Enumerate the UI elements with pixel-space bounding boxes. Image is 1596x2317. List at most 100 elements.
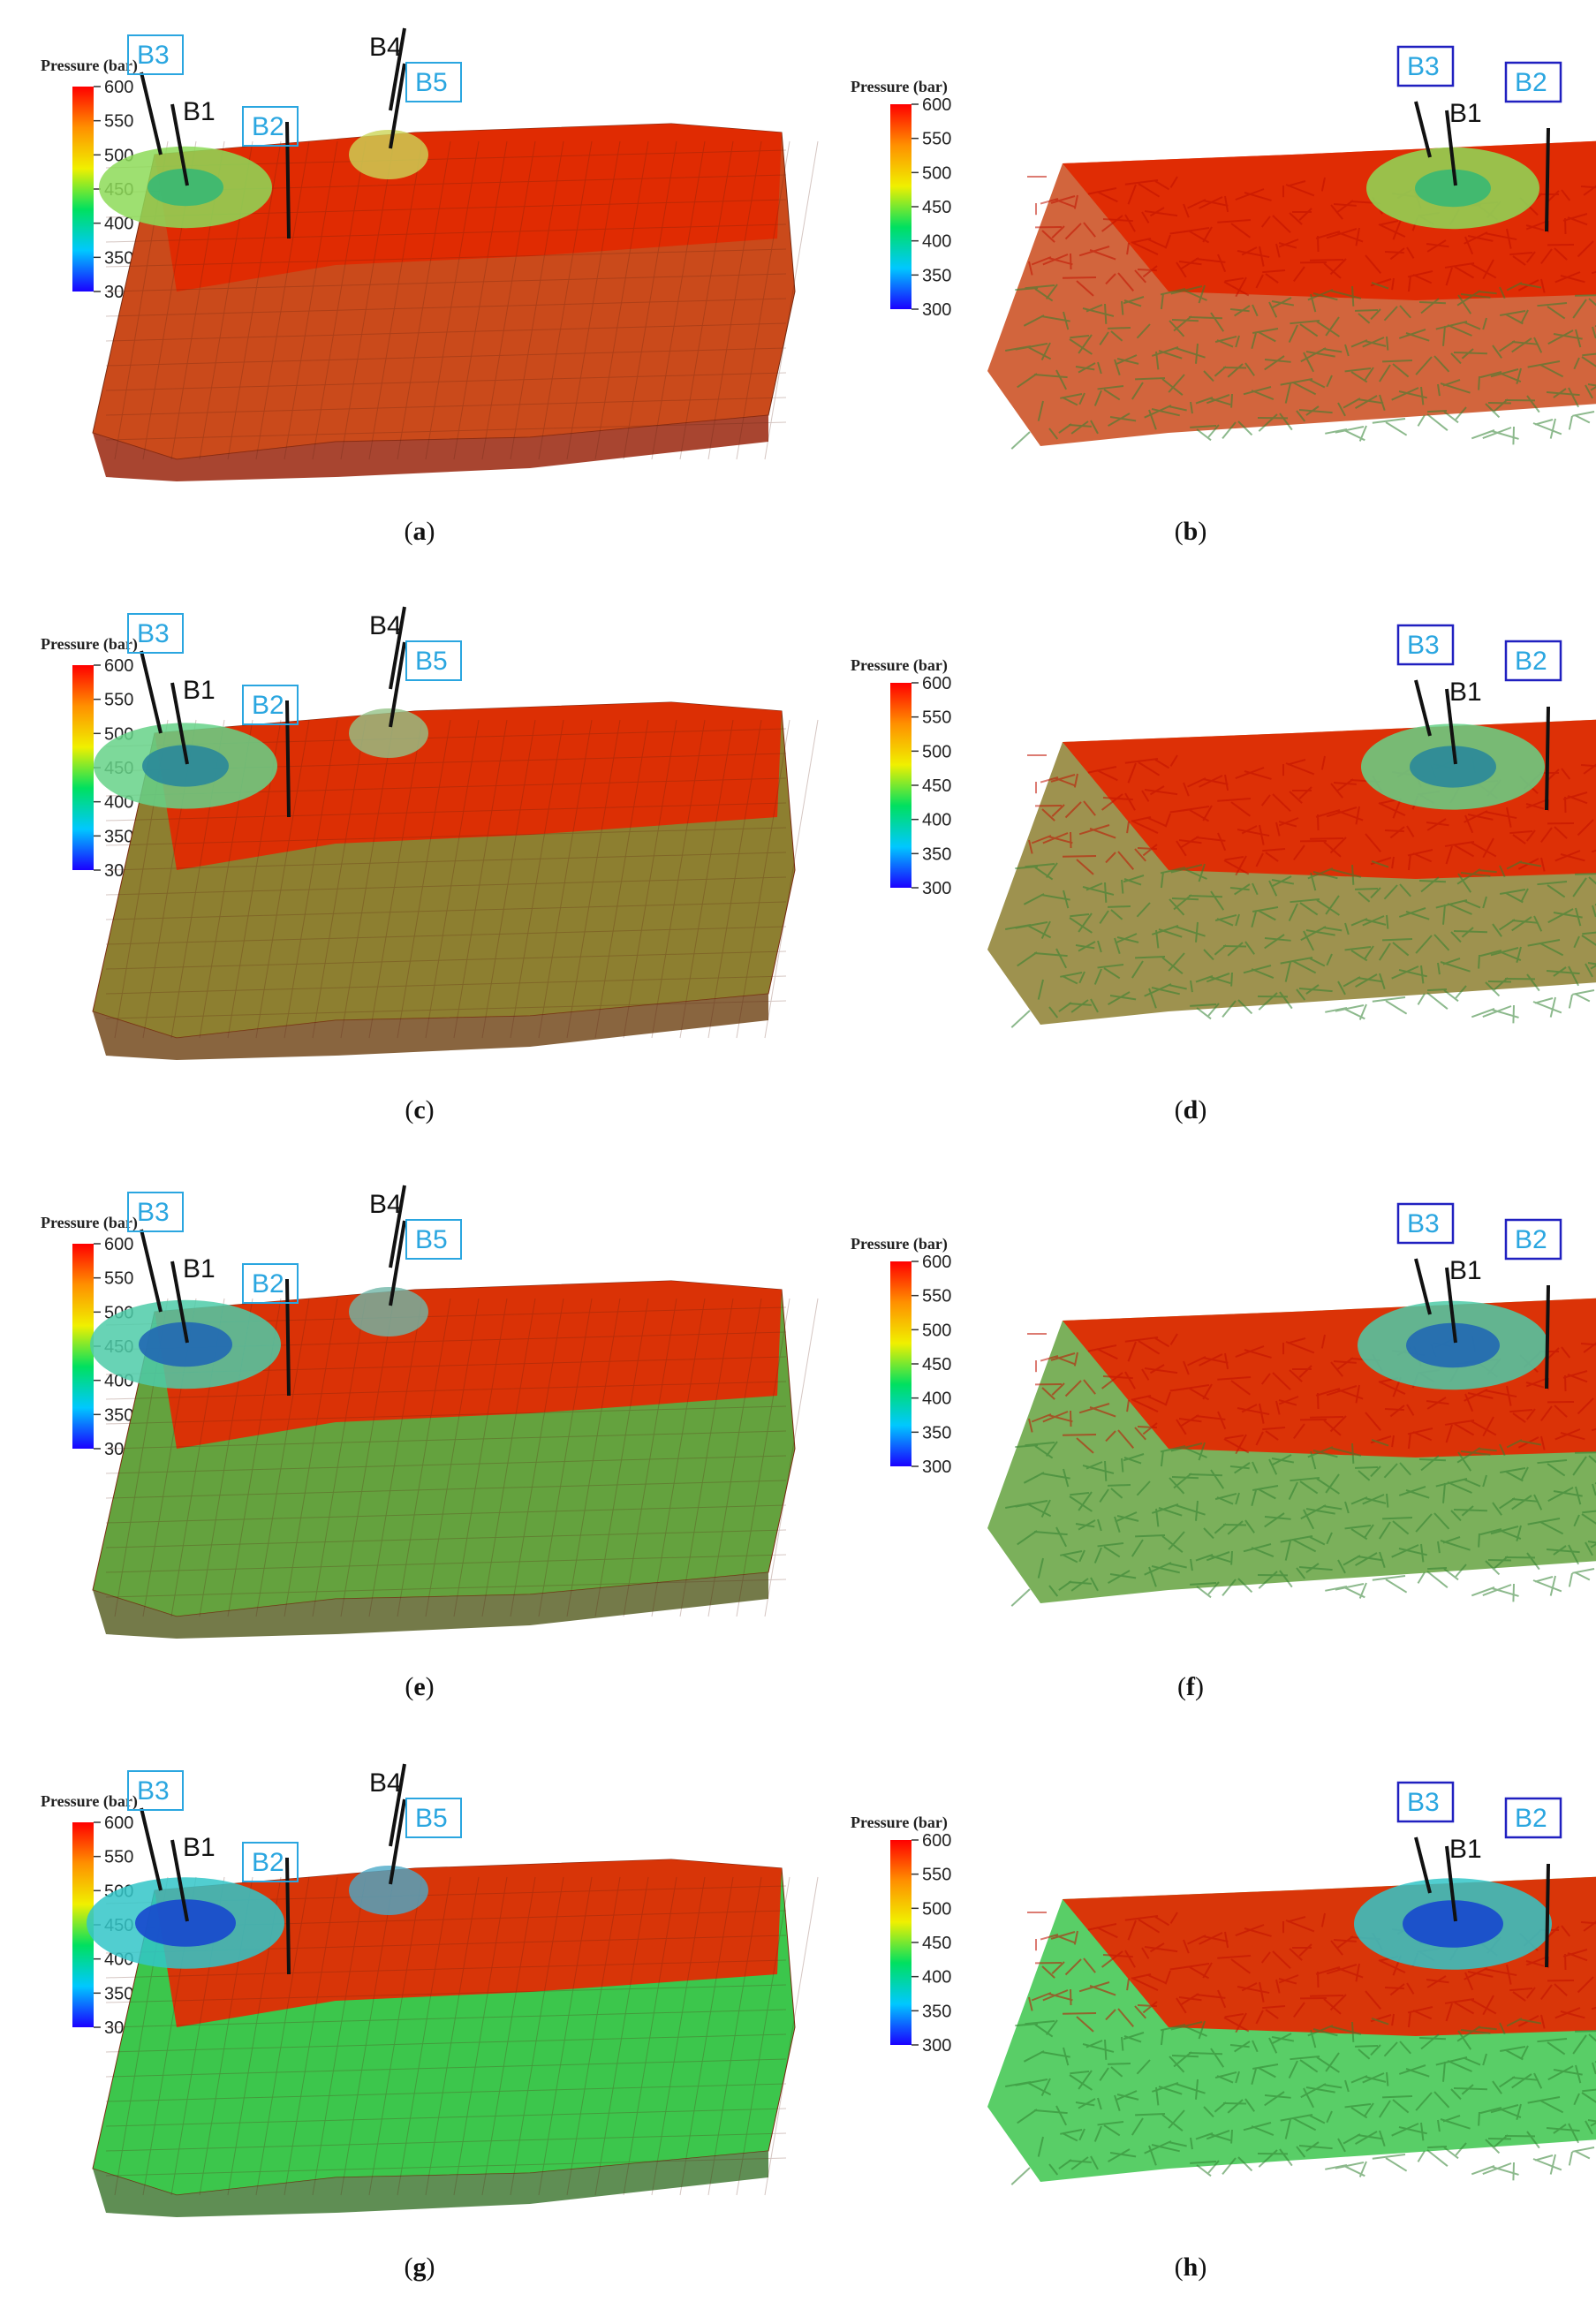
well-line — [1547, 707, 1548, 810]
well-label-b3: B3 — [137, 619, 170, 648]
colorbar-tick: 400 — [922, 1389, 951, 1409]
colorbar-tick: 550 — [922, 1287, 951, 1306]
colorbar-title: Pressure (bar) — [851, 1235, 948, 1253]
panel-a: Pressure (bar)600550500450400350300B3B2B… — [41, 28, 818, 481]
caption-c: (c) — [393, 1095, 446, 1125]
colorbar-tick: 600 — [922, 1253, 951, 1272]
colorbar-tick: 500 — [922, 742, 951, 761]
well-label-b4: B4 — [369, 1768, 402, 1798]
colorbar-tick: 550 — [922, 1866, 951, 1885]
colorbar-tick: 450 — [922, 776, 951, 796]
well-label-b2: B2 — [252, 1269, 284, 1299]
panel-f: Pressure (bar)600 550 500 450 400 350 300 B3 B2 B… — [851, 1200, 1596, 1606]
well-line — [141, 1230, 161, 1312]
colorbar-tick: 600 — [104, 656, 133, 676]
caption-g: (g) — [393, 2253, 446, 2283]
panel-h: Pressure (bar)600550500450400350300B3B2B… — [851, 1779, 1596, 2184]
well-line — [287, 122, 289, 239]
colorbar-tick: 600 — [922, 674, 951, 693]
well-line — [141, 651, 161, 733]
well-label-b3: B3 — [1407, 1788, 1440, 1817]
well-line — [287, 1858, 289, 1974]
colorbar-tick: 550 — [922, 708, 951, 728]
panel-b: Pressure (bar)600550500450400350300B3B2B… — [851, 43, 1596, 449]
well-label-b3: B3 — [137, 41, 170, 70]
colorbar — [890, 104, 911, 309]
colorbar-tick: 550 — [104, 1848, 133, 1867]
colorbar-tick: 350 — [922, 2002, 951, 2021]
well-label-b1: B1 — [1449, 99, 1482, 128]
caption-d: (d) — [1164, 1095, 1217, 1125]
colorbar-tick: 550 — [104, 691, 133, 710]
b5-pressure-zone — [349, 130, 428, 179]
well-label-b1: B1 — [1449, 1835, 1482, 1864]
well-label-b3: B3 — [137, 1776, 170, 1806]
b5-pressure-zone — [349, 1866, 428, 1915]
colorbar-title: Pressure (bar) — [851, 78, 948, 96]
colorbar-tick: 350 — [104, 1984, 133, 2003]
colorbar-tick: 350 — [922, 266, 951, 285]
colorbar-tick: 300 — [922, 300, 951, 320]
well-label-b3: B3 — [1407, 1209, 1440, 1238]
colorbar-tick: 300 — [922, 2036, 951, 2056]
well-label-b2: B2 — [1515, 647, 1547, 676]
well-line — [1547, 128, 1548, 231]
well-label-b2: B2 — [252, 112, 284, 141]
caption-f: (f) — [1164, 1672, 1217, 1702]
colorbar-tick: 600 — [922, 95, 951, 115]
well-label-b1: B1 — [183, 1254, 216, 1283]
colorbar-tick: 350 — [104, 248, 133, 268]
well-line — [141, 1808, 161, 1890]
colorbar-tick: 450 — [922, 1934, 951, 1953]
panel-c: Pressure (bar)600550500450400350300B3B2B… — [41, 607, 818, 1060]
well-label-b1: B1 — [183, 676, 216, 705]
well-label-b1: B1 — [183, 97, 216, 126]
colorbar-tick: 500 — [922, 163, 951, 183]
colorbar-tick: 450 — [922, 1355, 951, 1374]
well-line — [1547, 1285, 1548, 1389]
well-label-b4: B4 — [369, 1190, 402, 1219]
panel-e: Pressure (bar)600550500450400350300B3B2B… — [41, 1185, 818, 1639]
caption-h: (h) — [1164, 2253, 1217, 2283]
colorbar-tick: 600 — [922, 1831, 951, 1851]
well-label-b1: B1 — [183, 1833, 216, 1862]
colorbar-tick: 300 — [922, 879, 951, 898]
well-label-b4: B4 — [369, 33, 402, 62]
well-label-b1: B1 — [1449, 1256, 1482, 1285]
colorbar-tick: 550 — [104, 1269, 133, 1289]
b5-pressure-zone — [349, 1287, 428, 1336]
colorbar-title: Pressure (bar) — [41, 57, 138, 75]
colorbar-tick: 600 — [104, 1235, 133, 1254]
caption-b: (b) — [1164, 517, 1217, 547]
colorbar-tick: 500 — [922, 1321, 951, 1340]
b5-pressure-zone — [349, 708, 428, 758]
colorbar-title: Pressure (bar) — [851, 1813, 948, 1832]
colorbar-tick: 300 — [922, 1458, 951, 1477]
colorbar-tick: 350 — [104, 1405, 133, 1425]
well-line — [1547, 1864, 1548, 1967]
colorbar-tick: 350 — [922, 844, 951, 864]
well-label-b2: B2 — [1515, 1804, 1547, 1833]
well-label-b5: B5 — [415, 1225, 448, 1254]
well-label-b2: B2 — [1515, 1225, 1547, 1254]
caption-e: (e) — [393, 1672, 446, 1702]
colorbar-tick: 600 — [104, 1813, 133, 1833]
well-line — [287, 1279, 289, 1396]
colorbar-tick: 400 — [922, 1968, 951, 1988]
well-label-b3: B3 — [137, 1198, 170, 1227]
colorbar-tick: 550 — [922, 130, 951, 149]
well-label-b3: B3 — [1407, 631, 1440, 660]
well-label-b2: B2 — [252, 691, 284, 720]
well-label-b4: B4 — [369, 611, 402, 640]
well-label-b5: B5 — [415, 1804, 448, 1833]
well-line — [141, 72, 161, 155]
colorbar — [890, 1840, 911, 2045]
colorbar-tick: 450 — [922, 198, 951, 217]
colorbar-tick: 600 — [104, 78, 133, 97]
colorbar-tick: 350 — [922, 1423, 951, 1442]
colorbar — [72, 665, 94, 870]
well-label-b2: B2 — [252, 1848, 284, 1877]
panel-g: Pressure (bar)600550500450400350300B3B2B… — [41, 1764, 818, 2217]
